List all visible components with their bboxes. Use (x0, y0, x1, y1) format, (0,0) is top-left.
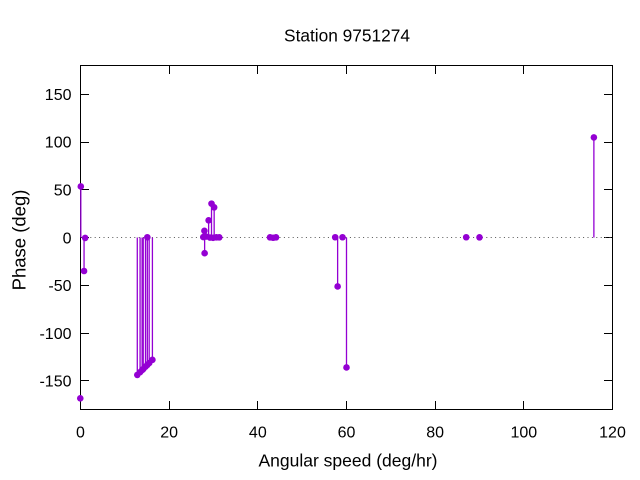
svg-text:Angular speed (deg/hr): Angular speed (deg/hr) (259, 451, 438, 471)
svg-text:40: 40 (249, 425, 267, 442)
svg-text:120: 120 (599, 425, 626, 442)
svg-text:150: 150 (45, 87, 72, 104)
svg-text:0: 0 (63, 230, 72, 247)
svg-text:-150: -150 (39, 374, 71, 391)
svg-text:100: 100 (510, 425, 537, 442)
svg-text:Station 9751274: Station 9751274 (284, 25, 410, 45)
svg-text:-50: -50 (48, 278, 71, 295)
svg-text:80: 80 (426, 425, 444, 442)
svg-text:20: 20 (160, 425, 178, 442)
svg-text:0: 0 (76, 425, 85, 442)
svg-text:60: 60 (338, 425, 356, 442)
svg-text:100: 100 (45, 135, 72, 152)
svg-text:-100: -100 (39, 326, 71, 343)
svg-text:Phase (deg): Phase (deg) (9, 190, 30, 291)
svg-text:50: 50 (54, 182, 72, 199)
